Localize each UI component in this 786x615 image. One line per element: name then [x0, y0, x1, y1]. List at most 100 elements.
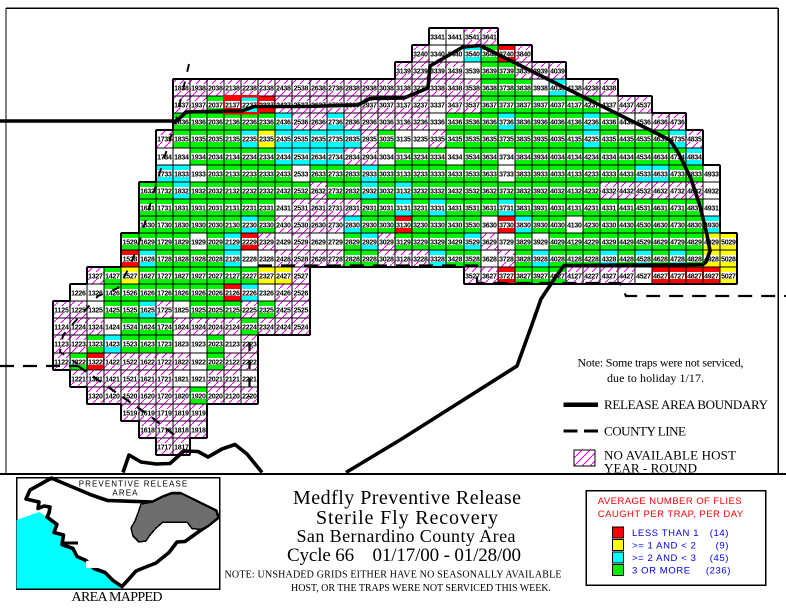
- svg-text:4735: 4735: [670, 136, 685, 143]
- svg-text:3235: 3235: [413, 136, 428, 143]
- svg-text:1937: 1937: [191, 102, 206, 109]
- svg-text:4428: 4428: [619, 256, 634, 263]
- svg-text:4533: 4533: [636, 171, 651, 178]
- svg-text:2335: 2335: [259, 136, 274, 143]
- svg-text:4636: 4636: [653, 119, 668, 126]
- svg-text:3738: 3738: [499, 85, 514, 92]
- svg-text:1832: 1832: [174, 188, 189, 195]
- svg-text:4434: 4434: [619, 154, 634, 161]
- svg-text:3341: 3341: [430, 34, 445, 41]
- svg-text:4834: 4834: [687, 154, 702, 161]
- svg-text:4231: 4231: [584, 205, 599, 212]
- svg-text:2535: 2535: [294, 136, 309, 143]
- svg-text:2132: 2132: [225, 188, 240, 195]
- svg-text:2334: 2334: [259, 154, 274, 161]
- svg-text:1222: 1222: [71, 359, 86, 366]
- svg-text:4232: 4232: [584, 188, 599, 195]
- svg-text:4931: 4931: [704, 205, 719, 212]
- svg-text:3930: 3930: [533, 222, 548, 229]
- svg-text:1123: 1123: [54, 341, 69, 348]
- svg-text:AVERAGE NUMBER OF FLIES: AVERAGE NUMBER OF FLIES: [598, 496, 742, 507]
- svg-text:4036: 4036: [550, 119, 565, 126]
- svg-text:1620: 1620: [140, 393, 155, 400]
- svg-text:4631: 4631: [653, 205, 668, 212]
- svg-text:3540: 3540: [465, 51, 480, 58]
- svg-text:3136: 3136: [396, 119, 411, 126]
- svg-text:4729: 4729: [670, 239, 685, 246]
- svg-text:1827: 1827: [174, 273, 189, 280]
- svg-text:1835: 1835: [174, 136, 189, 143]
- svg-text:1830: 1830: [174, 222, 189, 229]
- svg-text:3934: 3934: [533, 154, 548, 161]
- svg-text:1934: 1934: [191, 154, 206, 161]
- svg-text:2326: 2326: [259, 290, 274, 297]
- svg-text:3535: 3535: [465, 136, 480, 143]
- svg-text:3834: 3834: [516, 154, 531, 161]
- svg-text:1321: 1321: [88, 376, 103, 383]
- svg-text:2329: 2329: [259, 239, 274, 246]
- svg-text:1420: 1420: [105, 393, 120, 400]
- svg-text:2931: 2931: [362, 205, 377, 212]
- svg-text:2831: 2831: [345, 205, 360, 212]
- svg-text:1626: 1626: [140, 290, 155, 297]
- svg-text:4127: 4127: [567, 273, 582, 280]
- svg-text:3530: 3530: [465, 222, 480, 229]
- svg-text:3733: 3733: [499, 171, 514, 178]
- svg-text:3428: 3428: [448, 256, 463, 263]
- svg-text:5028: 5028: [721, 256, 736, 263]
- svg-text:HOST, OR THE TRAPS WERE NOT SE: HOST, OR THE TRAPS WERE NOT SERVICED THI…: [291, 583, 551, 594]
- svg-text:2529: 2529: [294, 239, 309, 246]
- svg-text:4727: 4727: [670, 273, 685, 280]
- svg-text:2235: 2235: [242, 136, 257, 143]
- svg-text:4030: 4030: [550, 222, 565, 229]
- svg-text:2828: 2828: [345, 256, 360, 263]
- svg-text:4529: 4529: [636, 239, 651, 246]
- svg-text:2020: 2020: [208, 393, 223, 400]
- svg-text:2525: 2525: [294, 307, 309, 314]
- svg-text:1631: 1631: [140, 205, 155, 212]
- svg-text:1423: 1423: [105, 341, 120, 348]
- svg-text:2833: 2833: [345, 171, 360, 178]
- svg-text:3739: 3739: [499, 68, 514, 75]
- svg-text:3332: 3332: [430, 188, 445, 195]
- svg-text:NOTE: UNSHADED GRIDS EITHER HA: NOTE: UNSHADED GRIDS EITHER HAVE NO SEAS…: [225, 570, 562, 581]
- svg-text:2127: 2127: [225, 273, 240, 280]
- svg-text:4037: 4037: [550, 102, 565, 109]
- svg-text:1936: 1936: [191, 119, 206, 126]
- svg-text:2735: 2735: [328, 136, 343, 143]
- svg-text:1427: 1427: [105, 273, 120, 280]
- svg-text:3131: 3131: [396, 205, 411, 212]
- svg-text:2431: 2431: [276, 205, 291, 212]
- svg-text:3336: 3336: [430, 119, 445, 126]
- svg-text:4627: 4627: [653, 273, 668, 280]
- svg-text:3330: 3330: [430, 222, 445, 229]
- svg-text:1821: 1821: [174, 376, 189, 383]
- svg-text:3533: 3533: [465, 171, 480, 178]
- svg-text:3833: 3833: [516, 171, 531, 178]
- svg-text:3832: 3832: [516, 188, 531, 195]
- svg-text:2022: 2022: [208, 359, 223, 366]
- svg-text:3734: 3734: [499, 154, 514, 161]
- svg-text:3138: 3138: [396, 85, 411, 92]
- svg-text:2233: 2233: [242, 171, 257, 178]
- svg-text:RELEASE AREA BOUNDARY: RELEASE AREA BOUNDARY: [604, 397, 769, 412]
- svg-text:4437: 4437: [619, 102, 634, 109]
- svg-text:3137: 3137: [396, 102, 411, 109]
- svg-text:1922: 1922: [191, 359, 206, 366]
- svg-text:3129: 3129: [396, 239, 411, 246]
- svg-text:1324: 1324: [88, 324, 103, 331]
- svg-text:3133: 3133: [396, 171, 411, 178]
- svg-text:2526: 2526: [294, 290, 309, 297]
- svg-text:2424: 2424: [276, 324, 291, 331]
- svg-text:4133: 4133: [567, 171, 582, 178]
- svg-text:3931: 3931: [533, 205, 548, 212]
- svg-text:3029: 3029: [379, 239, 394, 246]
- svg-text:2934: 2934: [362, 154, 377, 161]
- svg-text:1224: 1224: [71, 324, 86, 331]
- svg-text:1733: 1733: [157, 171, 172, 178]
- svg-text:3839: 3839: [516, 68, 531, 75]
- svg-text:1723: 1723: [157, 341, 172, 348]
- svg-text:2636: 2636: [311, 119, 326, 126]
- svg-text:2428: 2428: [276, 256, 291, 263]
- svg-text:1327: 1327: [88, 273, 103, 280]
